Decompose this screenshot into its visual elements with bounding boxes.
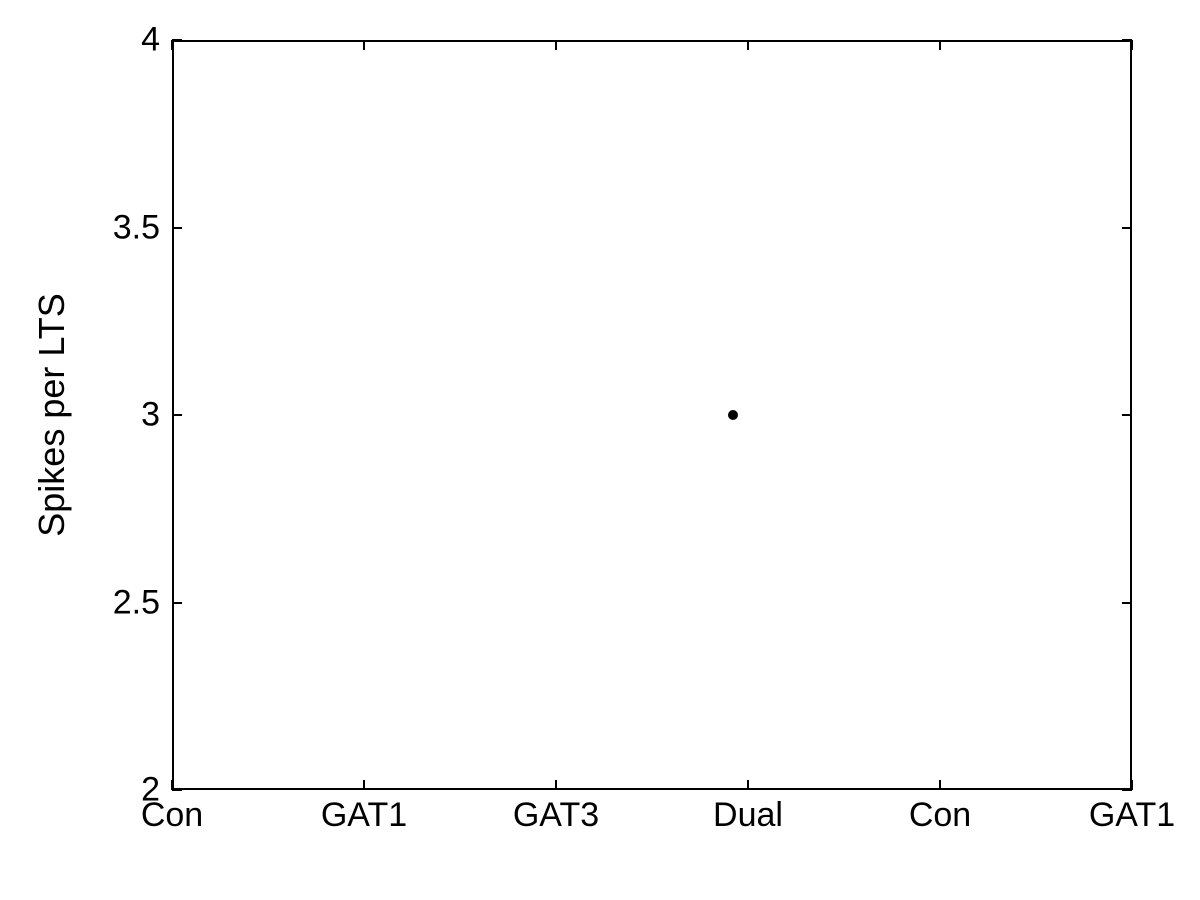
plot-area [172,40,1132,790]
data-point [728,410,738,420]
x-tick [1131,40,1133,50]
x-tick [555,40,557,50]
x-tick [939,40,941,50]
y-tick-label: 3 [141,396,160,435]
x-tick-label: Con [909,796,971,835]
y-tick [1122,414,1132,416]
x-tick-label: GAT3 [513,796,599,835]
y-tick-label: 2 [141,771,160,810]
y-tick [1122,227,1132,229]
axis-border [172,40,1132,42]
x-tick-label: GAT1 [321,796,407,835]
x-tick-label: GAT1 [1089,796,1175,835]
y-tick-label: 4 [141,21,160,60]
x-tick-label: Dual [713,796,783,835]
x-tick [171,40,173,50]
y-axis-label: Spikes per LTS [31,293,73,536]
x-tick [747,40,749,50]
y-tick [172,789,182,791]
y-tick [172,602,182,604]
y-tick [172,227,182,229]
x-tick [363,780,365,790]
figure: Spikes per LTS ConGAT1GAT3DualConGAT122.… [0,0,1200,900]
y-tick [172,414,182,416]
y-tick [1122,789,1132,791]
x-tick [363,40,365,50]
x-tick [555,780,557,790]
y-tick [1122,39,1132,41]
y-tick-label: 2.5 [113,583,160,622]
y-tick-label: 3.5 [113,208,160,247]
x-tick [939,780,941,790]
y-tick [172,39,182,41]
y-tick [1122,602,1132,604]
x-tick [747,780,749,790]
axis-border [172,788,1132,790]
